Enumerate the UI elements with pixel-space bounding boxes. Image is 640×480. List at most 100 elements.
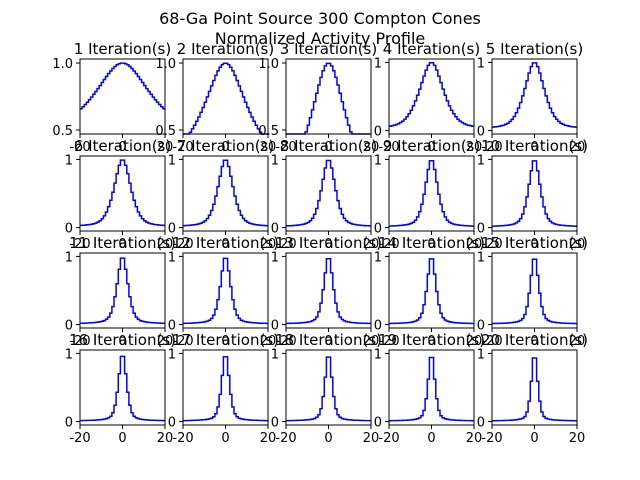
y-tick-label: 1 (374, 153, 382, 168)
figure-title-line2: Normalized Activity Profile (215, 29, 426, 48)
y-tick-label: 1 (168, 250, 176, 265)
y-tick-label: 0 (65, 319, 73, 334)
y-tick-label: 1 (374, 250, 382, 265)
subplot-title: 2 Iteration(s) (177, 40, 274, 58)
subplot-frame (491, 349, 578, 426)
subplot-title: 20 Iteration(s) (481, 331, 588, 349)
x-tick-label: 0 (118, 140, 126, 155)
x-tick-label: 0 (427, 140, 435, 155)
y-tick-label: 1 (65, 347, 73, 362)
x-tick-label: -20 (172, 431, 193, 446)
x-tick-label: -20 (275, 431, 296, 446)
x-tick-label: 20 (363, 237, 380, 252)
subplot-title: 7 Iteration(s) (177, 137, 274, 155)
x-tick-label: 0 (221, 431, 229, 446)
series-line (492, 357, 577, 422)
x-tick-label: 20 (569, 334, 586, 349)
subplot-title: 9 Iteration(s) (383, 137, 480, 155)
subplot-frame (182, 155, 269, 232)
y-tick-label: 0.5 (258, 124, 279, 139)
x-tick-label: 20 (260, 140, 277, 155)
x-tick-label: 0 (118, 237, 126, 252)
x-tick-label: -20 (275, 237, 296, 252)
x-tick-label: 20 (569, 431, 586, 446)
y-tick-label: 1 (168, 347, 176, 362)
subplot-frame (491, 155, 578, 232)
series-line (183, 355, 268, 422)
y-tick-label: 0 (477, 416, 485, 431)
series-line (389, 356, 474, 422)
series-line (80, 257, 165, 325)
subplot-title: 1 Iteration(s) (74, 40, 171, 58)
y-tick-label: 0 (271, 222, 279, 237)
subplot-frame (285, 349, 372, 426)
y-tick-label: 0 (271, 319, 279, 334)
y-tick-label: 1.0 (258, 57, 279, 72)
subplot-title: 10 Iteration(s) (481, 137, 588, 155)
subplot-frame (285, 252, 372, 329)
x-tick-label: -20 (275, 334, 296, 349)
series-line (183, 159, 268, 227)
x-tick-label: 0 (221, 140, 229, 155)
x-tick-label: -20 (172, 237, 193, 252)
x-tick-label: 20 (569, 237, 586, 252)
x-tick-label: 20 (157, 237, 174, 252)
x-tick-label: 20 (466, 237, 483, 252)
x-tick-label: -20 (172, 140, 193, 155)
subplot-2: 2 Iteration(s)-20 0 200.51.0 (155, 40, 276, 155)
x-tick-label: -20 (69, 334, 90, 349)
x-tick-label: 0 (530, 237, 538, 252)
y-tick-label: 0.5 (52, 124, 73, 139)
y-tick-label: 1 (271, 250, 279, 265)
x-tick-label: -20 (378, 140, 399, 155)
y-tick-label: 1 (271, 347, 279, 362)
y-tick-label: 0 (65, 222, 73, 237)
y-tick-label: 0 (374, 416, 382, 431)
series-line (286, 159, 371, 227)
subplot-frame (491, 58, 578, 135)
subplot-title: 15 Iteration(s) (481, 234, 588, 252)
series-line (80, 355, 165, 422)
x-tick-label: -20 (481, 237, 502, 252)
subplot-title: 8 Iteration(s) (280, 137, 377, 155)
y-tick-label: 0 (477, 222, 485, 237)
subplot-title: 16 Iteration(s) (69, 331, 176, 349)
y-tick-label: 0 (477, 319, 485, 334)
y-tick-label: 0 (271, 416, 279, 431)
series-line (492, 160, 577, 227)
x-tick-label: 20 (157, 431, 174, 446)
series-line (389, 159, 474, 227)
x-tick-label: 20 (260, 431, 277, 446)
subplot-title: 12 Iteration(s) (172, 234, 279, 252)
subplot-title: 19 Iteration(s) (378, 331, 485, 349)
x-tick-label: -20 (69, 237, 90, 252)
subplot-title: 13 Iteration(s) (275, 234, 382, 252)
x-tick-label: 0 (118, 334, 126, 349)
subplot-frame (285, 58, 372, 135)
y-tick-label: 1 (168, 153, 176, 168)
subplot-frame (388, 155, 475, 232)
x-tick-label: 0 (324, 431, 332, 446)
y-tick-label: 0 (168, 222, 176, 237)
subplot-title: 4 Iteration(s) (383, 40, 480, 58)
series-line (492, 258, 577, 325)
y-tick-label: 1 (374, 56, 382, 71)
x-tick-label: -20 (481, 140, 502, 155)
series-line (389, 258, 474, 325)
x-tick-label: -20 (378, 431, 399, 446)
x-tick-label: 20 (157, 140, 174, 155)
x-tick-label: -20 (275, 140, 296, 155)
x-tick-label: -20 (378, 334, 399, 349)
x-tick-label: 0 (530, 431, 538, 446)
subplot-frame (79, 252, 166, 329)
